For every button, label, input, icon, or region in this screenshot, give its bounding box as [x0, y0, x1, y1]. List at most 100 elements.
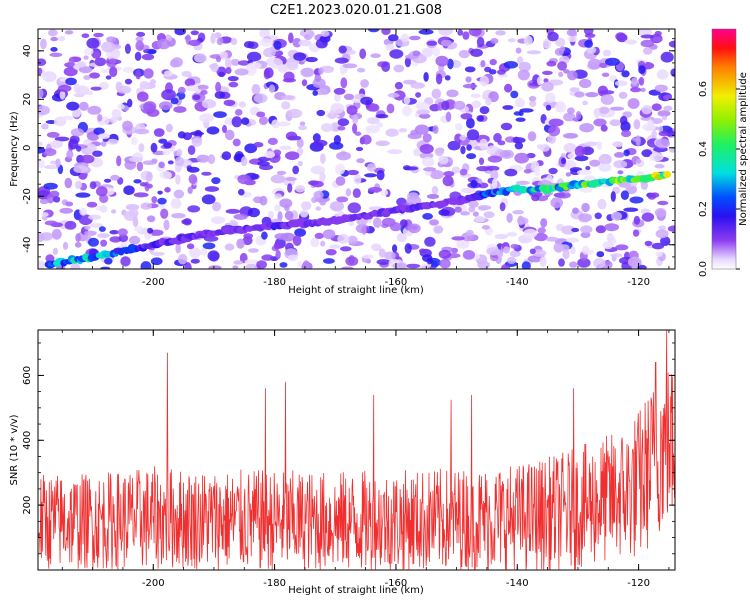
heatmap-cell [157, 190, 163, 195]
heatmap-cell [127, 98, 133, 108]
heatmap-cell [177, 86, 186, 94]
heatmap-cell [273, 40, 282, 51]
heatmap-cell [542, 70, 553, 75]
heatmap-cell [422, 133, 432, 143]
heatmap-cell [574, 91, 585, 98]
heatmap-cell [479, 75, 490, 87]
heatmap-cell [89, 181, 97, 190]
heatmap-cell [565, 237, 580, 243]
heatmap-cell [574, 155, 589, 162]
heatmap-cell [46, 131, 60, 138]
heatmap-cell [534, 233, 548, 242]
heatmap-cell [268, 210, 274, 220]
heatmap-cell [647, 192, 657, 200]
heatmap-cell [517, 69, 531, 81]
heatmap-cell [660, 236, 671, 247]
heatmap-cell [50, 47, 58, 52]
heatmap-cell [596, 141, 603, 150]
y-tick-label: 20 [22, 93, 33, 106]
heatmap-cell [210, 62, 219, 73]
heatmap-cell [597, 198, 607, 210]
heatmap-cell [296, 147, 304, 156]
heatmap-cell [658, 225, 666, 230]
heatmap-cell [529, 248, 536, 255]
heatmap-cell [555, 37, 566, 47]
heatmap-cell [111, 108, 122, 119]
heatmap-cell [375, 114, 389, 119]
heatmap-cell [334, 93, 341, 102]
heatmap-cell [219, 51, 228, 60]
heatmap-cell [164, 70, 173, 77]
heatmap-cell [64, 220, 77, 230]
heatmap-cell [88, 214, 101, 220]
heatmap-cell [510, 90, 519, 99]
heatmap-cell [295, 185, 306, 193]
y-tick-label: 600 [22, 366, 33, 385]
heatmap-cell [345, 256, 359, 266]
heatmap-cell [123, 185, 135, 195]
heatmap-cell [655, 229, 669, 239]
heatmap-cell [151, 158, 158, 163]
heatmap-cell [580, 225, 593, 234]
heatmap-cell [459, 168, 468, 176]
heatmap-cell [273, 242, 281, 250]
heatmap-cell [563, 143, 577, 153]
heatmap-cell [206, 126, 220, 135]
heatmap-cell [191, 137, 203, 147]
heatmap-cell [237, 60, 250, 66]
heatmap-cell [259, 116, 268, 125]
heatmap-cell [481, 225, 490, 230]
heatmap-cell [593, 258, 606, 269]
heatmap-cell [595, 225, 607, 234]
heatmap-cell [233, 213, 248, 220]
heatmap-cell [640, 87, 646, 93]
heatmap-cell [97, 133, 110, 140]
heatmap-cell [433, 225, 444, 234]
heatmap-cell [189, 247, 201, 258]
heatmap-cell [301, 79, 308, 87]
colorbar-tick-label: 0.0 [698, 261, 709, 277]
colorbar-tick-label: 0.4 [698, 141, 709, 157]
heatmap-cell [66, 101, 80, 111]
heatmap-cell [256, 260, 267, 269]
heatmap-cell [38, 58, 47, 66]
heatmap-cell [509, 250, 521, 258]
heatmap-cell [529, 100, 537, 107]
heatmap-cell [322, 229, 336, 240]
heatmap-cell [644, 240, 653, 247]
heatmap-cell [381, 61, 391, 72]
heatmap-cell [458, 49, 470, 59]
heatmap-cell [80, 154, 95, 164]
heatmap-cell [503, 61, 519, 69]
heatmap-cell [641, 105, 653, 115]
heatmap-cell [42, 71, 57, 83]
heatmap-cell [38, 67, 43, 75]
heatmap-cell [76, 61, 87, 68]
heatmap-cell [599, 90, 615, 95]
heatmap-cell [288, 32, 294, 44]
heatmap-cell [171, 213, 186, 219]
heatmap-cell [78, 66, 93, 74]
heatmap-cell [493, 133, 502, 143]
heatmap-cell [261, 254, 274, 261]
heatmap-cell [61, 115, 74, 121]
snr-series-line [38, 330, 675, 570]
heatmap-cell [38, 232, 45, 243]
heatmap-cell [151, 196, 158, 204]
heatmap-cell [47, 29, 58, 37]
heatmap-cell [321, 123, 333, 133]
heatmap-cell [660, 51, 674, 63]
heatmap-cell [99, 81, 109, 90]
heatmap-cell [230, 58, 240, 66]
heatmap-cell [479, 138, 489, 150]
heatmap-cell [442, 175, 454, 187]
heatmap-cell [135, 36, 144, 42]
heatmap-cell [586, 46, 597, 54]
heatmap-cell [161, 89, 177, 101]
heatmap-cell [93, 127, 105, 135]
x-tick-label: -160 [385, 277, 408, 288]
heatmap-cell [264, 151, 276, 159]
heatmap-cell [40, 38, 47, 50]
heatmap-cell [159, 171, 172, 180]
